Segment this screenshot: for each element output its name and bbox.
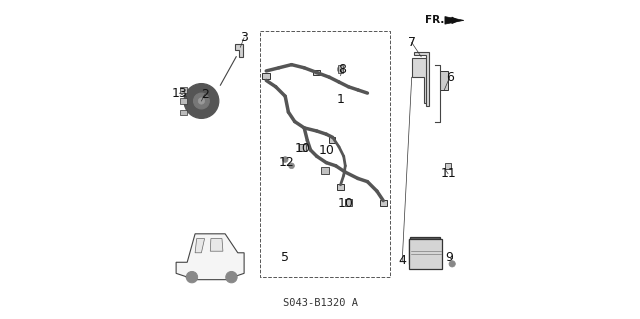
Bar	[440, 71, 448, 90]
Text: 10: 10	[337, 197, 353, 210]
Bar	[380, 200, 387, 206]
Bar	[410, 237, 440, 261]
Circle shape	[229, 275, 234, 280]
Text: 9: 9	[445, 251, 454, 264]
Polygon shape	[235, 44, 243, 57]
Bar	[445, 163, 451, 169]
Text: 13: 13	[172, 86, 187, 100]
Bar	[180, 87, 187, 93]
Text: 6: 6	[445, 71, 454, 84]
Bar	[299, 144, 307, 151]
Text: 1: 1	[337, 93, 344, 106]
Bar	[180, 99, 187, 104]
Bar	[262, 72, 270, 79]
Text: 11: 11	[440, 167, 456, 180]
Polygon shape	[414, 52, 429, 106]
Bar	[345, 199, 352, 206]
Bar	[314, 70, 320, 75]
Polygon shape	[412, 58, 428, 103]
Text: 10: 10	[318, 144, 334, 157]
Bar	[328, 137, 335, 143]
Circle shape	[186, 271, 198, 283]
Circle shape	[282, 157, 288, 162]
Circle shape	[289, 163, 294, 169]
Polygon shape	[176, 234, 244, 280]
Bar	[409, 239, 442, 269]
Text: 2: 2	[201, 88, 209, 101]
Bar	[410, 238, 440, 260]
Circle shape	[189, 275, 195, 280]
Text: 3: 3	[240, 31, 248, 44]
Circle shape	[337, 66, 344, 72]
Circle shape	[184, 84, 219, 118]
Polygon shape	[445, 17, 464, 24]
Text: 10: 10	[294, 142, 310, 155]
Text: 12: 12	[279, 156, 294, 169]
Bar	[321, 167, 328, 174]
Text: 5: 5	[281, 251, 289, 264]
Bar	[180, 109, 187, 115]
Text: S043-B1320 A: S043-B1320 A	[282, 298, 358, 308]
Bar	[338, 65, 344, 73]
Text: 4: 4	[398, 254, 406, 267]
Polygon shape	[195, 239, 205, 253]
Bar	[409, 239, 441, 264]
Text: 8: 8	[338, 63, 346, 76]
Polygon shape	[211, 239, 223, 251]
Circle shape	[193, 93, 209, 109]
Text: 7: 7	[408, 36, 416, 49]
Bar	[337, 184, 344, 189]
Circle shape	[226, 271, 237, 283]
Circle shape	[449, 261, 455, 267]
Text: FR.: FR.	[425, 15, 444, 26]
Circle shape	[198, 98, 205, 104]
